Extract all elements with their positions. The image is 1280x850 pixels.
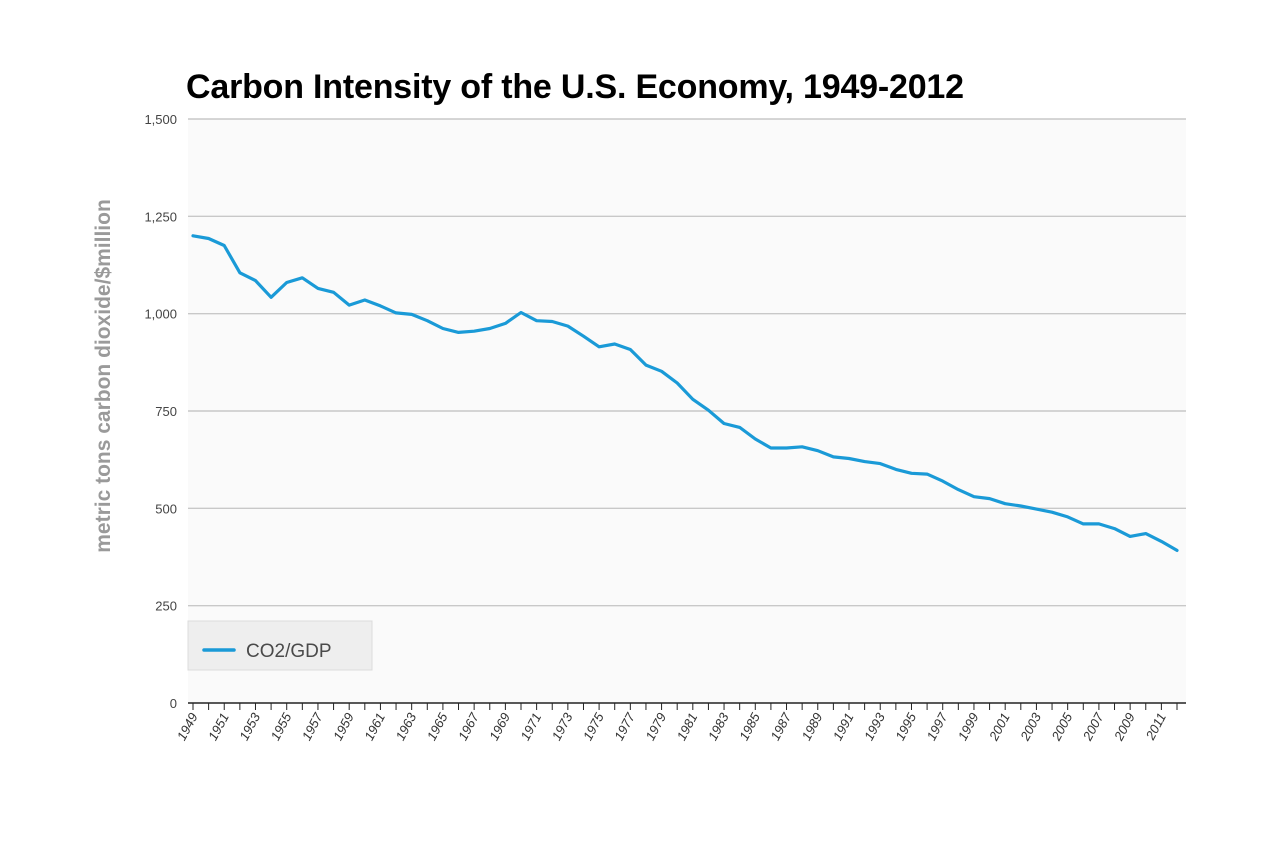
x-tick-label: 1985: [736, 710, 763, 743]
x-tick-label: 1955: [268, 710, 295, 743]
x-tick-label: 2001: [986, 710, 1013, 743]
x-tick-label: 2011: [1142, 710, 1169, 743]
legend-box: [187, 620, 373, 671]
x-tick-label: 1989: [799, 710, 826, 743]
x-tick-label: 1995: [892, 710, 919, 743]
x-tick-label: 1953: [236, 710, 263, 743]
x-tick-label: 1993: [861, 710, 888, 743]
y-tick-label: 0: [170, 696, 177, 711]
x-tick-label: 2009: [1111, 710, 1138, 743]
x-tick-label: 2007: [1079, 710, 1107, 744]
x-tick-label: 1957: [299, 710, 326, 743]
x-tick-label: 1951: [205, 710, 232, 743]
x-tick-label: 1961: [361, 710, 388, 743]
x-tick-label: 1987: [767, 710, 794, 743]
x-tick-label: 1997: [924, 710, 951, 743]
x-tick-label: 1963: [392, 710, 419, 743]
x-tick-label: 1977: [611, 710, 638, 743]
legend-label: CO2/GDP: [246, 641, 332, 662]
x-tick-label: 1981: [674, 710, 701, 743]
y-tick-label: 1,500: [144, 112, 177, 127]
x-tick-label: 1999: [955, 710, 982, 743]
x-tick-label: 1975: [580, 710, 607, 743]
x-tick-label: 1969: [486, 710, 513, 743]
x-tick-label: 1983: [705, 710, 732, 743]
chart-title: Carbon Intensity of the U.S. Economy, 19…: [186, 68, 964, 106]
y-tick-label: 1,250: [144, 209, 177, 224]
x-tick-label: 1979: [642, 710, 669, 743]
x-tick-label: 2005: [1048, 710, 1076, 744]
x-tick-label: 1949: [174, 710, 201, 743]
x-tick-label: 1967: [455, 710, 482, 743]
x-tick-label: 1959: [330, 710, 357, 743]
x-tick-label: 1991: [830, 710, 857, 743]
y-axis-label: metric tons carbon dioxide/$million: [92, 199, 115, 553]
series-line-co2-gdp: [191, 234, 1179, 553]
x-tick-label: 2003: [1017, 710, 1045, 744]
y-tick-label: 1,000: [144, 307, 177, 322]
y-tick-label: 750: [155, 404, 177, 419]
y-tick-label: 250: [155, 599, 177, 614]
x-tick-label: 1971: [517, 710, 544, 743]
x-tick-label: 1965: [424, 710, 451, 743]
x-tick-label: 1973: [549, 710, 576, 743]
y-tick-label: 500: [155, 501, 177, 516]
